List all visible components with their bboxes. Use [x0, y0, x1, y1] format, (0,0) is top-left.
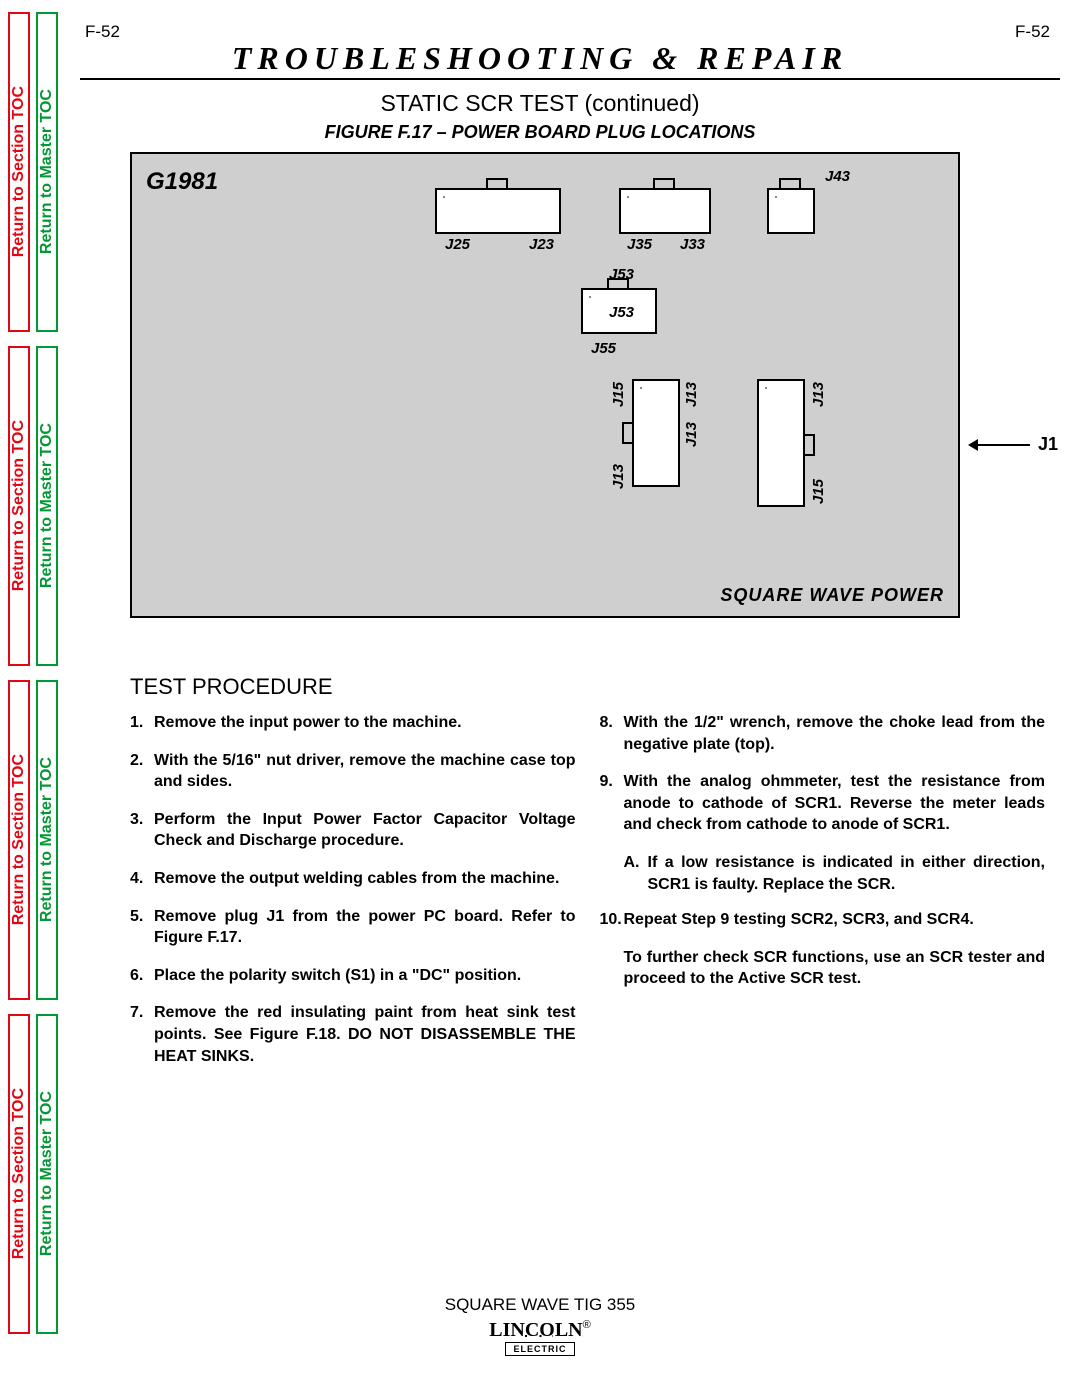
step-text: Perform the Input Power Factor Capacitor…: [154, 809, 576, 852]
connector-tab: [622, 422, 632, 444]
toc-section-link[interactable]: Return to Section TOC: [10, 420, 28, 591]
pin-label: J53: [609, 304, 634, 321]
page-subtitle: STATIC SCR TEST (continued): [0, 90, 1080, 117]
step-text: Remove the output welding cables from th…: [154, 868, 559, 890]
pin-label: J15: [810, 479, 827, 504]
procedure-note: To further check SCR functions, use an S…: [624, 947, 1046, 990]
connector-tab: [779, 178, 801, 188]
step-text: Remove plug J1 from the power PC board. …: [154, 906, 576, 949]
registered-icon: ®: [583, 1319, 591, 1331]
arrow-left-icon: [968, 439, 978, 451]
toc-section-link[interactable]: Return to Section TOC: [10, 1088, 28, 1259]
footer-electric: ELECTRIC: [505, 1342, 575, 1356]
step-number: 10.: [600, 909, 624, 931]
step-text: Repeat Step 9 testing SCR2, SCR3, and SC…: [624, 909, 974, 931]
step-number: 4.: [130, 868, 154, 890]
figure-caption: FIGURE F.17 – POWER BOARD PLUG LOCATIONS: [0, 122, 1080, 143]
step-number: 9.: [600, 771, 624, 836]
connector-j4: [767, 188, 815, 234]
step-text: With the 1/2" wrench, remove the choke l…: [624, 712, 1046, 755]
page-footer: SQUARE WAVE TIG 355 LINCOLN® ELECTRIC: [0, 1295, 1080, 1357]
procedure-step: 1.Remove the input power to the machine.: [130, 712, 576, 734]
step-number: 1.: [130, 712, 154, 734]
figure-power-board: G1981 J25 J23 J35 J33 J43 J53 J53 J55: [130, 152, 960, 618]
procedure-step: 10.Repeat Step 9 testing SCR2, SCR3, and…: [600, 909, 1046, 931]
pin-label: J23: [529, 236, 554, 253]
procedure-left-column: 1.Remove the input power to the machine.…: [130, 712, 576, 1083]
step-text: With the analog ohmmeter, test the resis…: [624, 771, 1046, 836]
step-text: Place the polarity switch (S1) in a "DC"…: [154, 965, 521, 987]
step-text: With the 5/16" nut driver, remove the ma…: [154, 750, 576, 793]
procedure-step: 9.With the analog ohmmeter, test the res…: [600, 771, 1046, 836]
step-number: 7.: [130, 1002, 154, 1067]
procedure-substep: A.If a low resistance is indicated in ei…: [624, 852, 1046, 895]
pin-label: J15: [610, 382, 627, 407]
page-number-right: F-52: [1015, 22, 1050, 42]
step-number: 2.: [130, 750, 154, 793]
pin-label: J25: [445, 236, 470, 253]
connector-tab: [805, 434, 815, 456]
connector-j1a: [632, 379, 680, 487]
section-title: TROUBLESHOOTING & REPAIR: [0, 40, 1080, 77]
pin-label: J13: [683, 382, 700, 407]
toc-master-link[interactable]: Return to Master TOC: [38, 423, 56, 588]
pin-label: J43: [825, 168, 850, 185]
substep-text: If a low resistance is indicated in eith…: [648, 852, 1046, 895]
board-id-label: G1981: [146, 168, 218, 196]
substep-letter: A.: [624, 852, 648, 895]
step-number: 8.: [600, 712, 624, 755]
step-text: Remove the red insulating paint from hea…: [154, 1002, 576, 1067]
toc-section-column: Return to Section TOC Return to Section …: [8, 12, 30, 1342]
procedure-title: TEST PROCEDURE: [130, 674, 333, 700]
pin-label: J53: [609, 266, 634, 283]
connector-j2: [435, 188, 561, 234]
pin-label: J55: [591, 340, 616, 357]
pin-label: J13: [610, 464, 627, 489]
j1-label: J1: [1038, 434, 1058, 455]
pin-label: J35: [627, 236, 652, 253]
toc-master-column: Return to Master TOC Return to Master TO…: [36, 12, 58, 1342]
procedure-step: 4.Remove the output welding cables from …: [130, 868, 576, 890]
lincoln-logo: LINCOLN® ELECTRIC: [489, 1319, 590, 1356]
step-number: 6.: [130, 965, 154, 987]
connector-j3: [619, 188, 711, 234]
procedure-step: 8.With the 1/2" wrench, remove the choke…: [600, 712, 1046, 755]
procedure-step: 6.Place the polarity switch (S1) in a "D…: [130, 965, 576, 987]
toc-master-link[interactable]: Return to Master TOC: [38, 1091, 56, 1256]
procedure-step: 5.Remove plug J1 from the power PC board…: [130, 906, 576, 949]
page: Return to Section TOC Return to Section …: [0, 0, 1080, 1397]
procedure-step: 2.With the 5/16" nut driver, remove the …: [130, 750, 576, 793]
header-rule: [80, 78, 1060, 80]
pin-label: J13: [810, 382, 827, 407]
procedure-columns: 1.Remove the input power to the machine.…: [130, 712, 1045, 1083]
step-text: Remove the input power to the machine.: [154, 712, 462, 734]
pin-label: J13: [683, 422, 700, 447]
step-number: 5.: [130, 906, 154, 949]
procedure-step: 7.Remove the red insulating paint from h…: [130, 1002, 576, 1067]
figure-brand-label: SQUARE WAVE POWER: [720, 585, 944, 606]
connector-tab: [653, 178, 675, 188]
j1-callout: J1: [968, 434, 1058, 455]
procedure-right-column: 8.With the 1/2" wrench, remove the choke…: [600, 712, 1046, 1083]
arrow-shaft: [978, 444, 1030, 446]
connector-j1b: [757, 379, 805, 507]
step-number: 3.: [130, 809, 154, 852]
page-number-left: F-52: [85, 22, 120, 42]
toc-section-link[interactable]: Return to Section TOC: [10, 754, 28, 925]
procedure-step: 3.Perform the Input Power Factor Capacit…: [130, 809, 576, 852]
footer-brand: LINCOLN: [489, 1319, 582, 1341]
footer-model: SQUARE WAVE TIG 355: [0, 1295, 1080, 1315]
pin-label: J33: [680, 236, 705, 253]
toc-master-link[interactable]: Return to Master TOC: [38, 757, 56, 922]
connector-tab: [486, 178, 508, 188]
